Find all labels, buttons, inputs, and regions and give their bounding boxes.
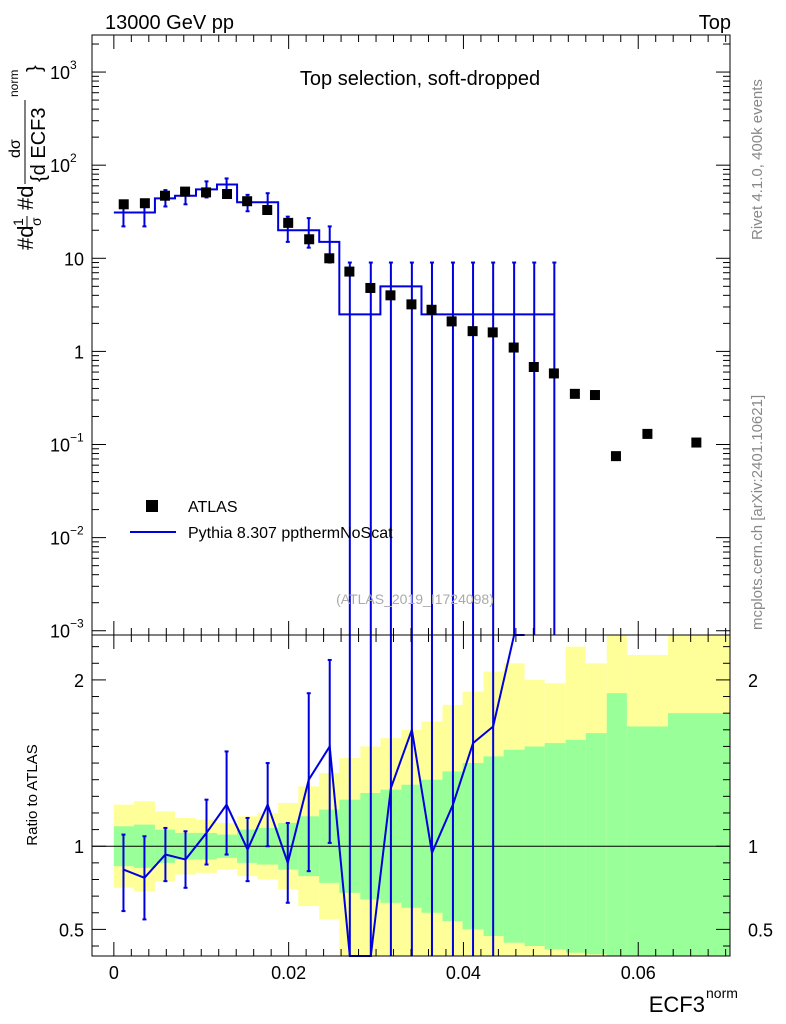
ratio-panel: 0.5 0.51 12 2 0 0.02 0.04 0.06 Ratio to ATLAS … [24,634,773,1017]
atlas-data-point [201,187,212,198]
atlas-data-point [344,266,355,277]
main-x-ticks [113,35,727,635]
x-tick-label: 0.06 [621,963,656,983]
ratio-x-ticks: 0 0.02 0.04 0.06 [109,635,727,983]
ylabel-part-8: } [24,65,46,72]
atlas-data-point [262,205,273,216]
analysis-tag: (ATLAS_2019_I1724098) [336,591,494,607]
y-tick-label: 1 [74,342,84,362]
atlas-data-point [487,327,498,338]
ratio-line [123,634,525,957]
ratio-marks [92,634,730,957]
uncertainty-band-inner [667,713,730,956]
x-tick-label: 0.02 [271,963,306,983]
x-tick-label: 0.04 [446,963,481,983]
atlas-data-point [528,361,539,372]
atlas-data-point [118,199,129,210]
atlas-data-point [283,217,294,228]
ylabel-part-7: norm [7,70,21,97]
ratio-y-tick-label: 0.5 [59,920,84,940]
ratio-y-tick-label-right: 2 [748,671,758,691]
atlas-data-point [304,234,315,245]
rivet-label: Rivet 4.1.0, 400k events [749,79,766,240]
ratio-y-tick-label-right: 0.5 [748,920,773,940]
atlas-data-point [365,282,376,293]
atlas-data-point [180,186,191,197]
y-tick-label: 10 [50,622,70,642]
atlas-data-point [242,196,253,207]
y-tick-exponent: 3 [70,58,77,72]
y-tick-exponent: 2 [70,151,77,165]
uncertainty-band-inner [626,726,668,956]
y-tick-label: 10 [50,436,70,456]
atlas-data-point [508,342,519,353]
ratio-y-label: Ratio to ATLAS [24,744,41,845]
ratio-y-tick-label: 2 [74,671,84,691]
ratio-y-tick-label: 1 [74,837,84,857]
atlas-data-point [406,299,417,310]
atlas-data-point [139,198,150,209]
x-tick-label: 0 [109,963,119,983]
x-axis-label-sup: norm [706,985,738,1001]
ylabel-part-1: #d [13,226,38,250]
legend-pythia-label: Pythia 8.307 ppthermNoScat [188,525,393,542]
ylabel-part-3: σ [28,217,44,226]
legend-atlas-marker [146,500,158,512]
atlas-data-point [324,253,335,264]
y-tick-label: 10 [50,529,70,549]
atlas-data-point [548,368,559,379]
atlas-data-point [159,190,170,201]
process-label: Top [699,12,731,34]
legend-atlas-label: ATLAS [188,499,238,516]
ratio-y-tick-label-right: 1 [748,837,758,857]
atlas-data-point [610,451,621,462]
ratio-y-ticks: 0.5 0.5 1 1 2 2 [59,646,773,947]
x-axis-label: ECF3 norm [649,985,738,1017]
x-axis-label-main: ECF3 [649,992,705,1017]
legend: ATLAS Pythia 8.307 ppthermNoScat [130,499,393,542]
y-tick-exponent: −3 [70,617,84,631]
y-tick-label: 10 [50,63,70,83]
main-marks [113,177,702,635]
energy-label: 13000 GeV pp [105,12,234,34]
atlas-data-point [222,189,233,200]
atlas-data-point [569,388,580,399]
mcplots-label: mcplots.cern.ch [arXiv:2401.10621] [749,395,766,630]
chart-title: Top selection, soft-dropped [300,68,540,90]
ylabel-part-6: {d ECF3 [28,108,50,182]
y-tick-exponent: −1 [70,431,84,445]
y-tick-label: 10 [64,249,84,269]
uncertainty-band-inner [606,693,627,956]
atlas-data-point [426,304,437,315]
atlas-data-point [691,437,702,448]
y-tick-label: 10 [50,156,70,176]
ylabel-part-5: dσ [7,139,24,158]
atlas-data-point [642,428,653,439]
atlas-data-point [385,290,396,301]
ylabel-part-4: #d [13,186,38,210]
ylabel-part-2: 1 [10,218,26,226]
atlas-data-point [589,390,600,401]
atlas-data-point [446,316,457,327]
uncertainty-band-inner [585,733,607,955]
main-y-label: #d 1 σ #d dσ {d ECF3 norm } [7,65,50,250]
y-tick-exponent: −2 [70,524,84,538]
atlas-data-point [467,326,478,337]
